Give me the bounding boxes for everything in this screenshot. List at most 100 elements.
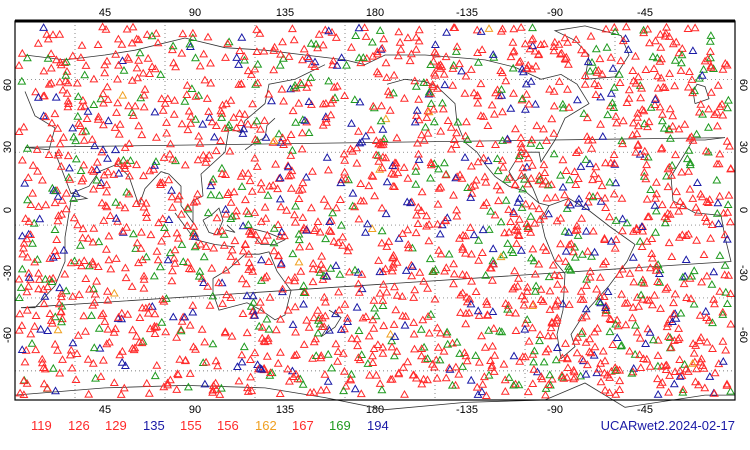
station-marker (24, 268, 34, 277)
station-marker (570, 226, 580, 234)
station-marker (516, 245, 526, 254)
station-marker (150, 160, 160, 169)
station-marker (139, 90, 149, 99)
station-marker (243, 168, 253, 177)
station-marker (120, 361, 130, 369)
station-marker (726, 163, 736, 172)
station-marker (252, 162, 262, 170)
station-marker (190, 242, 200, 251)
station-marker (451, 173, 461, 182)
station-marker (259, 46, 269, 55)
station-marker (432, 373, 442, 382)
station-marker (28, 188, 38, 197)
station-marker (617, 226, 627, 235)
station-marker (167, 45, 177, 54)
station-marker (539, 211, 548, 220)
station-marker (481, 270, 491, 279)
station-marker (97, 198, 107, 207)
station-marker (608, 63, 618, 72)
station-marker (392, 133, 402, 142)
station-marker (669, 298, 678, 307)
station-marker (85, 284, 94, 293)
station-marker (88, 300, 98, 309)
station-marker (102, 180, 112, 189)
lon-tick-bottom: -45 (637, 404, 653, 416)
station-marker (600, 233, 609, 242)
station-marker (437, 98, 447, 107)
station-marker (298, 379, 308, 388)
station-marker (419, 135, 429, 144)
station-marker (548, 260, 558, 269)
station-marker (554, 253, 564, 262)
station-marker (588, 175, 598, 184)
station-marker (211, 356, 221, 365)
station-marker (377, 43, 387, 52)
station-marker (134, 55, 144, 64)
station-marker (497, 327, 507, 336)
station-marker (482, 299, 492, 308)
station-marker (411, 166, 421, 175)
station-marker (246, 301, 256, 310)
station-marker (157, 236, 167, 245)
station-marker (445, 364, 455, 373)
lat-tick-left: -60 (2, 327, 14, 343)
station-marker (387, 342, 397, 351)
station-marker (609, 189, 619, 198)
station-marker (683, 367, 693, 375)
lon-tick-bottom: 90 (189, 404, 201, 416)
station-marker (585, 347, 594, 356)
station-marker (24, 281, 33, 290)
station-marker (467, 249, 476, 258)
station-marker (558, 182, 568, 191)
station-marker (88, 259, 98, 268)
station-marker (553, 279, 562, 288)
station-marker (495, 326, 505, 335)
station-marker (304, 322, 314, 331)
station-marker (159, 382, 169, 391)
station-marker (570, 372, 580, 381)
station-marker (97, 147, 107, 156)
station-marker (342, 60, 351, 69)
station-marker (138, 255, 147, 264)
station-marker (688, 339, 698, 347)
station-marker (157, 94, 167, 103)
station-marker (466, 193, 476, 201)
station-marker (208, 174, 218, 183)
station-marker (290, 272, 300, 281)
station-marker (426, 60, 436, 68)
station-marker (461, 117, 471, 126)
station-marker (220, 327, 230, 335)
station-marker (583, 246, 593, 255)
station-marker (227, 211, 237, 220)
station-marker (71, 188, 81, 197)
station-marker (83, 354, 93, 363)
station-marker (151, 28, 161, 37)
station-marker (422, 221, 431, 230)
station-marker (84, 261, 94, 270)
station-marker (48, 252, 58, 261)
station-marker (388, 259, 398, 268)
station-marker (379, 321, 389, 330)
station-marker (662, 22, 671, 31)
station-marker (224, 188, 233, 196)
station-marker (355, 138, 365, 147)
station-marker (519, 174, 529, 183)
station-marker (580, 79, 590, 88)
station-marker (524, 153, 533, 162)
station-marker (111, 197, 121, 206)
station-marker (184, 106, 194, 115)
station-marker (375, 267, 385, 276)
station-marker (117, 39, 127, 48)
station-marker (158, 105, 168, 114)
station-marker (518, 163, 528, 172)
station-marker (590, 342, 600, 351)
lat-tick-right: 60 (737, 79, 749, 91)
station-marker (297, 80, 307, 88)
station-marker (94, 112, 103, 121)
station-marker (647, 300, 657, 309)
station-marker (722, 379, 732, 388)
station-marker (200, 75, 210, 84)
station-marker (702, 313, 712, 321)
station-marker (371, 136, 381, 144)
station-marker (260, 116, 269, 124)
